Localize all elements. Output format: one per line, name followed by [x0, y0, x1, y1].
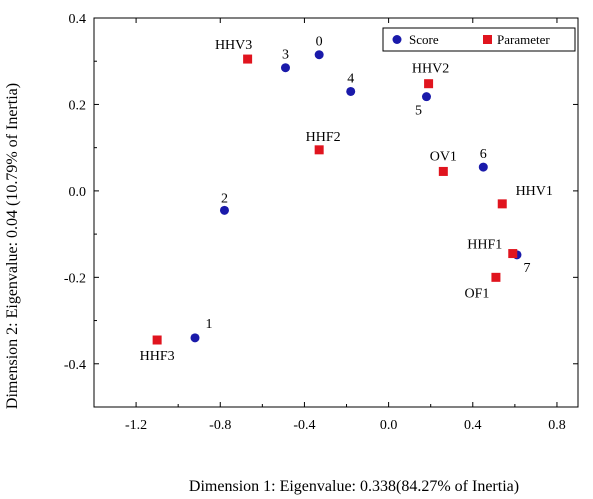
score-point [478, 162, 488, 172]
parameter-point-label: OF1 [464, 286, 489, 301]
parameter-point [508, 249, 518, 259]
score-point-label: 7 [523, 261, 530, 276]
parameter-point-label: HHF1 [467, 238, 502, 253]
score-point [190, 333, 200, 343]
x-tick-label: -0.8 [209, 418, 231, 433]
y-tick-label: -0.2 [64, 271, 86, 286]
y-tick-label: -0.4 [64, 358, 86, 373]
score-point-label: 6 [480, 147, 487, 162]
parameter-point-label: HHV2 [412, 62, 449, 77]
score-point-label: 4 [347, 71, 354, 86]
y-axis-title: Dimension 2: Eigenvalue: 0.04 (10.79% of… [4, 83, 21, 409]
point-labels: 0 1 2 3 4 5 6 7 HHV3 HHF2 HHV2 OV1 HHV1 HHF1 OF1 HHF3 [140, 35, 553, 364]
parameter-point [491, 272, 501, 282]
parameter-point [438, 166, 448, 176]
x-tick-label: 0.8 [548, 418, 566, 433]
score-point [346, 86, 356, 96]
parameter-point [243, 54, 253, 64]
score-point-label: 2 [221, 191, 228, 206]
plot-frame [93, 17, 579, 408]
x-tick-label: 0.0 [380, 418, 398, 433]
legend-box [382, 27, 576, 52]
x-tick-label: -1.2 [125, 418, 147, 433]
score-point-label: 1 [206, 317, 213, 332]
x-tick-label: -0.4 [293, 418, 315, 433]
parameter-point [314, 145, 324, 155]
parameter-point [152, 335, 162, 345]
score-point-label: 3 [282, 48, 289, 63]
legend-parameter-label: Parameter [497, 32, 550, 47]
parameter-point-label: OV1 [430, 149, 457, 164]
plot-border [93, 17, 579, 408]
y-tick-label: 0.0 [69, 185, 87, 200]
score-point [421, 92, 431, 102]
legend-score-marker [392, 35, 402, 44]
score-point-label: 0 [316, 35, 323, 50]
parameter-point-label: HHV3 [215, 38, 252, 53]
x-axis-ticks: -1.2 -0.8 -0.4 0.0 0.4 0.8 [125, 18, 566, 433]
y-tick-label: 0.2 [69, 98, 87, 113]
score-point [280, 63, 290, 73]
parameter-point [424, 79, 434, 89]
y-axis-ticks: -0.4 -0.2 0.0 0.2 0.4 [64, 12, 578, 408]
data-points [152, 50, 522, 345]
x-tick-label: 0.4 [464, 418, 482, 433]
score-point-label: 5 [415, 104, 422, 119]
score-point [219, 205, 229, 215]
y-tick-label: 0.4 [69, 12, 87, 27]
x-axis-title: Dimension 1: Eigenvalue: 0.338(84.27% of… [189, 478, 519, 495]
parameter-point-label: HHV1 [516, 184, 553, 199]
legend-parameter-marker [483, 35, 492, 44]
parameter-point [497, 199, 507, 209]
score-point [314, 50, 324, 60]
parameter-point-label: HHF3 [140, 349, 175, 364]
legend-score-label: Score [409, 32, 439, 47]
parameter-point-label: HHF2 [306, 130, 341, 145]
legend: Score Parameter [382, 27, 576, 52]
